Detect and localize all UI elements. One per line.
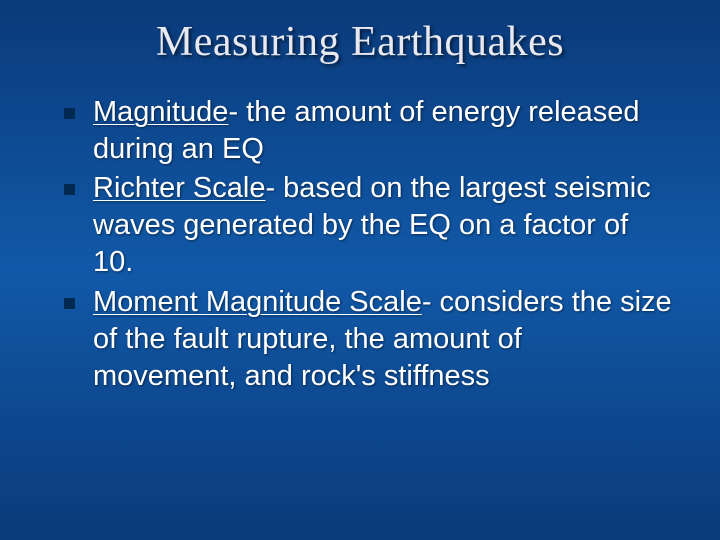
bullet-text: Richter Scale- based on the largest seis… bbox=[93, 170, 672, 281]
bullet-marker-icon bbox=[64, 298, 75, 309]
term: Moment Magnitude Scale bbox=[93, 286, 422, 318]
bullet-marker-icon bbox=[64, 108, 75, 119]
bullet-item: Magnitude- the amount of energy released… bbox=[64, 94, 672, 168]
bullet-text: Moment Magnitude Scale- considers the si… bbox=[93, 284, 672, 395]
bullet-item: Richter Scale- based on the largest seis… bbox=[64, 170, 672, 281]
bullet-item: Moment Magnitude Scale- considers the si… bbox=[64, 284, 672, 395]
bullet-text: Magnitude- the amount of energy released… bbox=[93, 94, 672, 168]
term: Richter Scale bbox=[93, 172, 265, 204]
bullet-marker-icon bbox=[64, 184, 75, 195]
slide-content: Magnitude- the amount of energy released… bbox=[40, 94, 680, 395]
term: Magnitude bbox=[93, 96, 228, 128]
slide-title: Measuring Earthquakes bbox=[40, 18, 680, 66]
slide: Measuring Earthquakes Magnitude- the amo… bbox=[0, 0, 720, 540]
